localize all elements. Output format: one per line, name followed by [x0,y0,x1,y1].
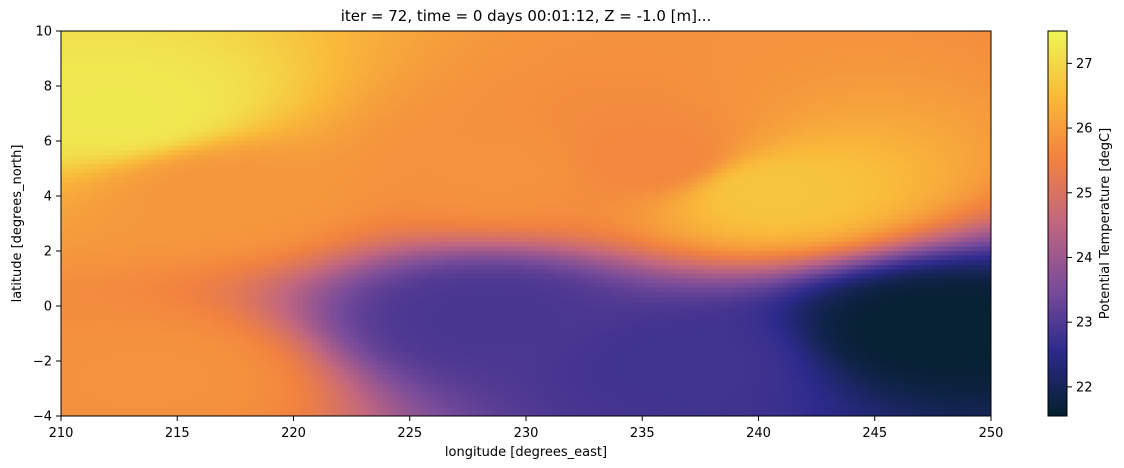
chart-title: iter = 72, time = 0 days 00:01:12, Z = -… [341,7,712,25]
y-axis-ticks: −4 −2 0 2 4 6 8 10 [33,25,61,425]
x-tick-label: 235 [630,426,655,441]
colorbar-tick-label: 25 [1076,186,1093,201]
x-tick-label: 240 [746,426,771,441]
y-tick-label: 0 [44,300,52,315]
colorbar-tick-label: 24 [1076,251,1093,266]
plot-area [60,30,992,417]
y-tick-label: 10 [35,25,52,40]
x-axis-label: longitude [degrees_east] [445,445,607,460]
x-tick-label: 215 [165,426,190,441]
colorbar-ticks: 22 23 24 25 26 27 [1067,57,1093,395]
x-tick-label: 230 [514,426,539,441]
x-tick-label: 245 [862,426,887,441]
colorbar-tick-label: 27 [1076,57,1093,72]
x-axis-ticks: 210 215 220 225 230 235 240 245 250 [49,416,1004,441]
colorbar-frame [1047,30,1068,417]
x-tick-label: 225 [397,426,422,441]
x-tick-label: 210 [49,426,74,441]
y-axis-label: latitude [degrees_north] [10,145,25,303]
y-tick-label: −4 [33,410,52,425]
y-tick-label: 2 [44,245,52,260]
x-tick-label: 250 [979,426,1004,441]
colorbar-tick-label: 22 [1076,380,1093,395]
x-tick-label: 220 [281,426,306,441]
temperature-field [61,31,991,416]
y-tick-label: 6 [44,135,52,150]
colorbar-gradient [1048,31,1067,416]
y-tick-label: −2 [33,355,52,370]
colorbar: 22 23 24 25 26 27 Potential Temperature [degC… [1047,30,1113,417]
y-tick-label: 8 [44,80,52,95]
colorbar-tick-label: 26 [1076,122,1093,137]
colorbar-tick-label: 23 [1076,316,1093,331]
y-tick-label: 4 [44,190,52,205]
colorbar-label: Potential Temperature [degC] [1098,128,1113,319]
